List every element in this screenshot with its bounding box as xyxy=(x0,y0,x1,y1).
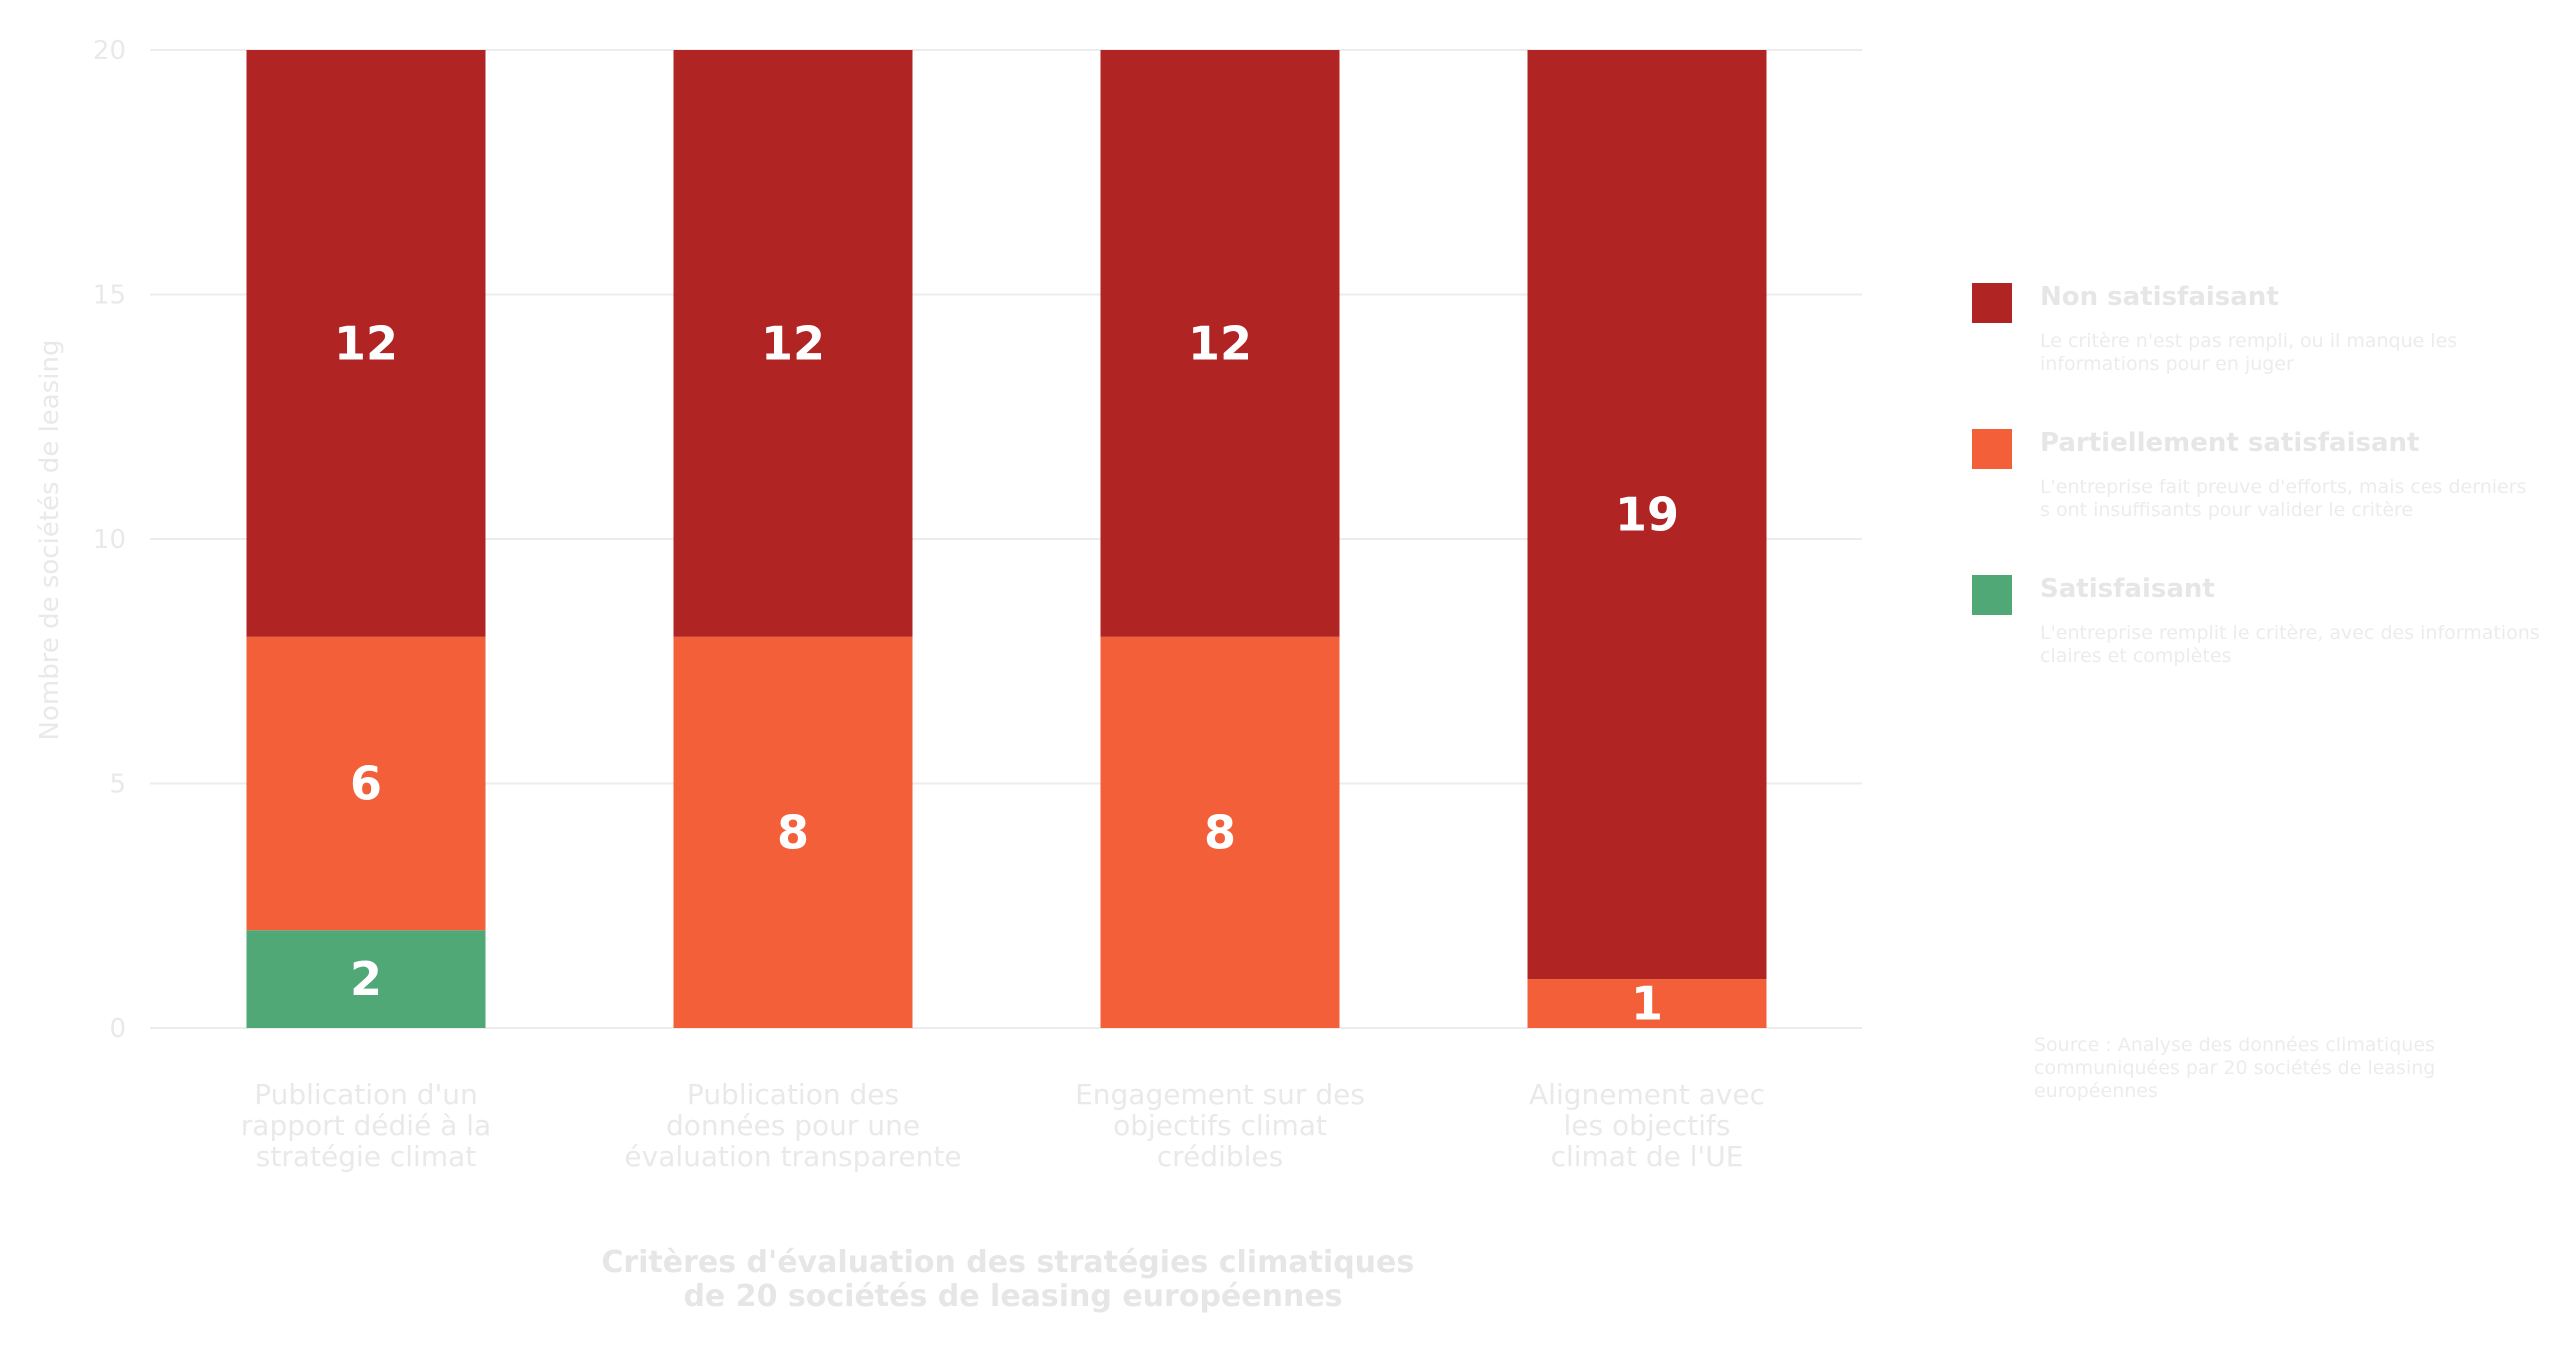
x-tick-label: Publication des données pour une évaluatio… xyxy=(624,1078,961,1173)
value-labels: 2 6 12 8 12 8 12 1 19 xyxy=(334,316,1679,1030)
data-label: 6 xyxy=(350,757,382,811)
legend-item-non-satisfaisant: Non satisfaisant Le critère n'est pas re… xyxy=(1972,278,2552,424)
legend-label: Partiellement satisfaisant xyxy=(2040,428,2420,458)
x-tick-label-line: crédibles xyxy=(1157,1140,1283,1173)
x-tick-label-line: rapport dédié à la xyxy=(241,1109,491,1142)
data-label: 1 xyxy=(1631,977,1663,1031)
y-tick-label: 20 xyxy=(93,36,126,66)
x-tick-label-line: Publication des xyxy=(687,1078,899,1111)
legend-description: L'entreprise fait preuve d'efforts, mais… xyxy=(2040,476,2527,521)
legend-label: Non satisfaisant xyxy=(2040,282,2279,312)
data-label: 8 xyxy=(777,805,809,859)
legend-description: Le critère n'est pas rempli, ou il manqu… xyxy=(2040,330,2458,375)
y-tick-label: 0 xyxy=(109,1014,126,1044)
data-label: 8 xyxy=(1204,805,1236,859)
x-axis-title: Critères d'évaluation des stratégies cli… xyxy=(601,1245,1424,1314)
x-tick-label: Publication d'un rapport dédié à la straté… xyxy=(241,1078,491,1173)
x-axis-title-line-1: Critères d'évaluation des stratégies cli… xyxy=(601,1245,1414,1280)
bar-segment xyxy=(1100,636,1340,1028)
legend-item-partiellement-satisfaisant: Partiellement satisfaisant L'entreprise … xyxy=(1972,424,2552,570)
legend-swatch xyxy=(1972,429,2012,469)
x-tick-label-line: données pour une xyxy=(666,1109,920,1142)
bar-segment xyxy=(673,636,913,1028)
legend-label: Satisfaisant xyxy=(2040,574,2215,604)
legend-description: L'entreprise remplit le critère, avec de… xyxy=(2040,622,2540,667)
legend-item-satisfaisant: Satisfaisant L'entreprise remplit le cri… xyxy=(1972,570,2552,716)
legend-swatch xyxy=(1972,283,2012,323)
data-label: 2 xyxy=(350,952,382,1006)
source-note: Source : Analyse des données climatiques… xyxy=(2034,1034,2436,1102)
x-tick-label-line: objectifs climat xyxy=(1113,1109,1327,1142)
bar-segment xyxy=(673,50,913,637)
bar-segment xyxy=(1527,979,1767,1028)
legend-swatch xyxy=(1972,575,2012,615)
x-tick-label-line: Publication d'un xyxy=(254,1078,478,1111)
bar-segment xyxy=(246,50,486,637)
x-tick-label-line: les objectifs xyxy=(1563,1109,1730,1142)
y-axis-ticks: 0 5 10 15 20 xyxy=(93,36,126,1044)
y-tick-label: 5 xyxy=(109,770,126,800)
y-axis-title: Nombre de sociétés de leasing xyxy=(35,340,65,741)
bar-segment xyxy=(246,930,486,1028)
y-tick-label: 10 xyxy=(93,525,126,555)
data-label: 19 xyxy=(1615,488,1679,542)
bar-segment xyxy=(246,636,486,931)
data-label: 12 xyxy=(761,316,825,370)
legend: Non satisfaisant Le critère n'est pas re… xyxy=(1972,278,2552,716)
bar-segment xyxy=(1100,50,1340,637)
bars xyxy=(246,50,1767,1028)
x-tick-label-line: climat de l'UE xyxy=(1551,1140,1744,1173)
x-axis-ticks: Publication d'un rapport dédié à la straté… xyxy=(241,1078,1765,1173)
bar-segment xyxy=(1527,50,1767,980)
y-tick-label: 15 xyxy=(93,281,126,311)
data-label: 12 xyxy=(334,316,398,370)
x-tick-label-line: stratégie climat xyxy=(256,1140,477,1173)
data-label: 12 xyxy=(1188,316,1252,370)
x-tick-label-line: Engagement sur des xyxy=(1075,1078,1365,1111)
x-tick-label-line: évaluation transparente xyxy=(624,1140,961,1173)
x-tick-label: Alignement avec les objectifs climat de l'… xyxy=(1529,1078,1765,1173)
x-axis-title-line-2: de 20 sociétés de leasing européennes xyxy=(683,1279,1342,1314)
x-tick-label-line: Alignement avec xyxy=(1529,1078,1765,1111)
x-tick-label: Engagement sur des objectifs climat crédib… xyxy=(1075,1078,1365,1173)
